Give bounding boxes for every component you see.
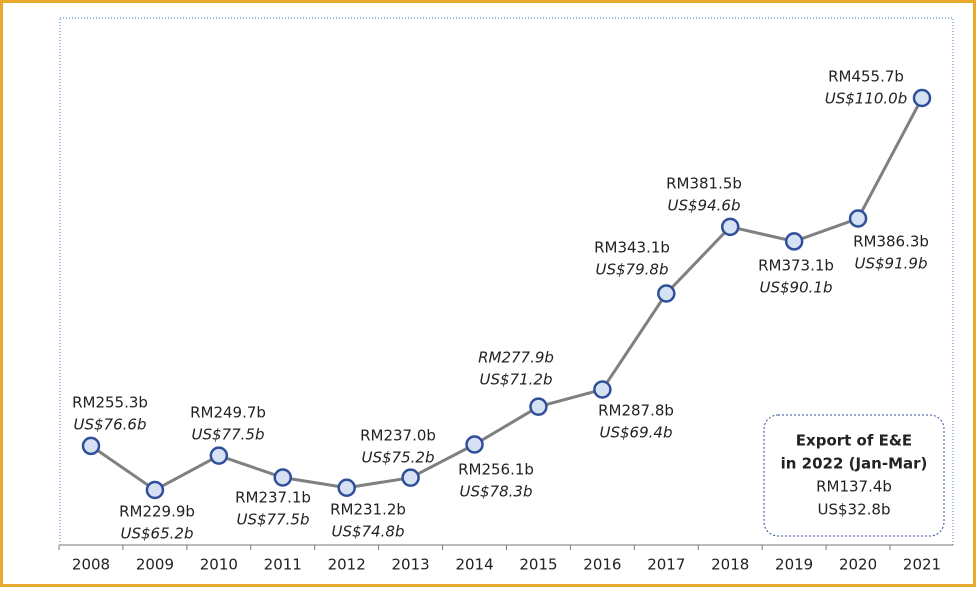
marker xyxy=(529,397,548,416)
x-tick-label: 2008 xyxy=(72,556,110,574)
marker xyxy=(145,480,165,500)
value-label: RM256.1b xyxy=(458,461,534,479)
marker xyxy=(209,446,229,465)
annotation-line: Export of E&E xyxy=(796,432,912,450)
x-tick-label: 2021 xyxy=(903,556,941,574)
line xyxy=(90,97,924,492)
usd-value-label: US$76.6b xyxy=(74,416,147,434)
usd-value-label: US$78.3b xyxy=(460,483,533,501)
x-tick-label: 2014 xyxy=(455,556,493,574)
usd-value-label: US$94.6b xyxy=(668,197,741,215)
marker xyxy=(784,232,804,251)
annotation-line: US$32.8b xyxy=(818,501,891,519)
marker xyxy=(273,468,293,487)
marker xyxy=(465,435,484,454)
usd-value-label: US$71.2b xyxy=(480,371,553,389)
x-tick-label: 2016 xyxy=(583,556,621,574)
annotation-box xyxy=(763,414,945,537)
marker xyxy=(848,209,868,228)
usd-value-label: US$79.8b xyxy=(596,261,669,279)
value-label: RM277.9b xyxy=(478,349,554,367)
usd-value-label: US$74.8b xyxy=(332,523,405,541)
value-label: RM381.5b xyxy=(666,175,742,193)
value-label: RM231.2b xyxy=(330,501,406,519)
usd-value-label: US$91.9b xyxy=(855,255,928,273)
value-label: RM229.9b xyxy=(119,503,195,521)
x-tick-label: 2009 xyxy=(136,556,174,574)
value-label: RM455.7b xyxy=(828,68,904,86)
marker xyxy=(720,217,740,237)
value-label: RM386.3b xyxy=(853,233,929,251)
usd-value-label: US$90.1b xyxy=(760,279,833,297)
usd-value-label: US$65.2b xyxy=(121,525,194,543)
marker xyxy=(81,436,101,456)
annotation-line: RM137.4b xyxy=(816,478,892,496)
x-tick-label: 2011 xyxy=(264,556,302,574)
x-tick-label: 2020 xyxy=(839,556,877,574)
usd-value-label: US$77.5b xyxy=(237,511,310,529)
marker xyxy=(912,88,932,108)
usd-value-label: US$69.4b xyxy=(600,424,673,442)
x-tick-label: 2013 xyxy=(392,556,430,574)
annotation-line: in 2022 (Jan-Mar) xyxy=(781,455,928,473)
value-label: RM287.8b xyxy=(598,402,674,420)
value-label: RM373.1b xyxy=(758,257,834,275)
marker xyxy=(401,468,420,487)
x-tick-label: 2010 xyxy=(200,556,238,574)
x-tick-label: 2012 xyxy=(328,556,366,574)
x-tick-label: 2018 xyxy=(711,556,749,574)
usd-value-label: US$75.2b xyxy=(362,449,435,467)
usd-value-label: US$110.0b xyxy=(825,90,908,108)
marker xyxy=(337,478,356,497)
value-label: RM255.3b xyxy=(72,394,148,412)
usd-value-label: US$77.5b xyxy=(192,426,265,444)
x-tick-label: 2017 xyxy=(647,556,685,574)
value-label: RM249.7b xyxy=(190,404,266,422)
value-label: RM237.1b xyxy=(235,489,311,507)
x-tick-label: 2019 xyxy=(775,556,813,574)
marker xyxy=(657,284,676,303)
x-tick-label: 2015 xyxy=(519,556,557,574)
marker xyxy=(593,380,612,399)
value-label: RM237.0b xyxy=(360,427,436,445)
value-label: RM343.1b xyxy=(594,239,670,257)
